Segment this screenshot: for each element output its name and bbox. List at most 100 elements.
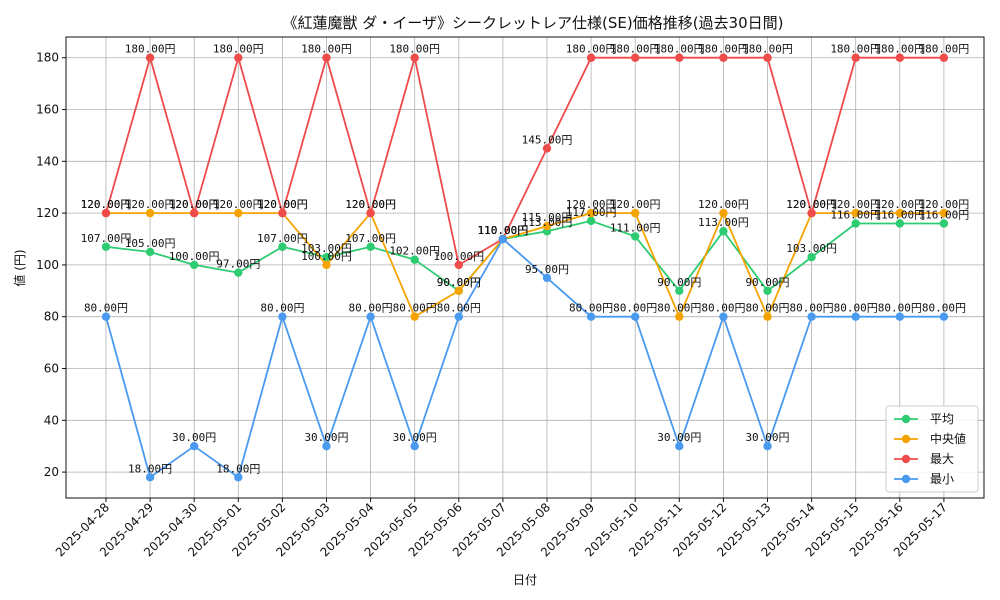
data-label: 111.00円 <box>610 221 661 234</box>
data-label: 120.00円 <box>919 198 970 211</box>
data-point <box>675 286 684 296</box>
data-label: 102.00円 <box>389 245 440 258</box>
data-label: 120.00円 <box>874 198 925 211</box>
chart-title: 《紅蓮魔獣 ダ・イーザ》シークレットレア仕様(SE)価格推移(過去30日間) <box>283 14 784 32</box>
data-label: 18.00円 <box>128 462 172 475</box>
data-point <box>454 260 463 270</box>
data-label: 110.00円 <box>478 224 529 237</box>
data-label: 95.00円 <box>525 263 569 276</box>
plot-frame <box>65 36 985 499</box>
legend-marker <box>901 414 911 424</box>
legend-marker <box>901 474 911 484</box>
data-label: 30.00円 <box>172 431 216 444</box>
data-point <box>145 208 155 218</box>
data-point <box>763 312 772 321</box>
data-point <box>939 208 949 218</box>
data-label: 120.00円 <box>257 198 308 211</box>
series-line <box>106 210 944 319</box>
data-label: 120.00円 <box>610 198 661 211</box>
data-label: 180.00円 <box>566 43 617 56</box>
y-tick-label: 60 <box>44 362 59 376</box>
data-label: 80.00円 <box>260 302 304 315</box>
data-label: 180.00円 <box>301 43 352 56</box>
data-label: 180.00円 <box>389 43 440 56</box>
series-line <box>105 219 944 293</box>
series-line <box>105 237 944 479</box>
data-label: 107.00円 <box>345 232 396 245</box>
data-point <box>366 208 375 218</box>
data-label: 120.00円 <box>345 198 396 211</box>
data-point <box>586 208 596 218</box>
data-point <box>498 234 508 244</box>
legend-label: 最小 <box>930 472 954 486</box>
y-tick-label: 120 <box>36 206 59 220</box>
data-label: 120.00円 <box>169 198 220 211</box>
data-label: 80.00円 <box>437 302 481 315</box>
data-point <box>542 273 552 283</box>
data-point <box>719 208 728 218</box>
data-label: 120.00円 <box>698 198 749 211</box>
data-label: 180.00円 <box>742 43 793 56</box>
data-point <box>278 242 287 251</box>
series-layer <box>101 53 949 482</box>
data-label: 113.00円 <box>698 216 749 229</box>
data-point <box>322 53 331 62</box>
data-point <box>895 219 904 228</box>
x-axis-label: 日付 <box>513 573 537 587</box>
data-label: 116.00円 <box>830 208 881 221</box>
data-point <box>145 53 155 62</box>
data-point <box>895 208 904 218</box>
legend-frame <box>885 405 979 493</box>
legend-item: 平均 <box>894 412 954 426</box>
data-point <box>145 247 155 257</box>
data-label: 180.00円 <box>874 43 925 56</box>
data-point <box>807 252 816 262</box>
data-point <box>366 242 375 251</box>
data-label: 90.00円 <box>745 276 789 289</box>
data-point <box>631 312 640 321</box>
data-point <box>675 312 684 321</box>
data-point <box>763 53 772 62</box>
data-label: 180.00円 <box>610 43 661 56</box>
legend-item: 最大 <box>894 452 954 466</box>
data-point <box>234 53 243 62</box>
data-label: 145.00円 <box>522 133 573 146</box>
data-point <box>190 442 199 451</box>
data-point <box>631 208 640 218</box>
data-point <box>410 312 419 321</box>
data-label: 100.00円 <box>169 250 220 263</box>
data-point <box>631 53 640 62</box>
data-label: 120.00円 <box>830 198 881 211</box>
data-label: 30.00円 <box>304 431 348 444</box>
data-label: 100.00円 <box>433 250 484 263</box>
data-point <box>454 312 463 321</box>
data-point <box>190 208 199 218</box>
data-point <box>542 221 552 231</box>
data-point <box>851 53 860 62</box>
data-point <box>763 442 772 451</box>
y-tick-label: 140 <box>36 154 59 168</box>
data-label: 120.00円 <box>81 198 132 211</box>
data-point <box>145 473 155 482</box>
data-label: 180.00円 <box>654 43 705 56</box>
data-label: 107.00円 <box>81 232 132 245</box>
legend-item: 中央値 <box>894 431 966 446</box>
data-label: 180.00円 <box>125 43 176 56</box>
legend-label: 中央値 <box>930 431 966 446</box>
data-label: 103.00円 <box>786 242 837 255</box>
legend-marker <box>901 434 911 444</box>
data-label: 80.00円 <box>657 302 701 315</box>
data-label: 113.00円 <box>522 216 573 229</box>
data-label: 120.00円 <box>786 198 837 211</box>
data-label: 103.00円 <box>301 242 352 255</box>
data-label: 90.00円 <box>437 276 481 289</box>
data-point <box>807 312 816 321</box>
legend-marker <box>901 454 911 464</box>
data-label: 120.00円 <box>566 198 617 211</box>
data-label: 80.00円 <box>84 302 128 315</box>
data-label: 80.00円 <box>878 302 922 315</box>
data-label: 100.00円 <box>301 250 352 263</box>
data-point <box>322 442 331 451</box>
data-point <box>895 53 904 62</box>
data-label: 80.00円 <box>745 302 789 315</box>
